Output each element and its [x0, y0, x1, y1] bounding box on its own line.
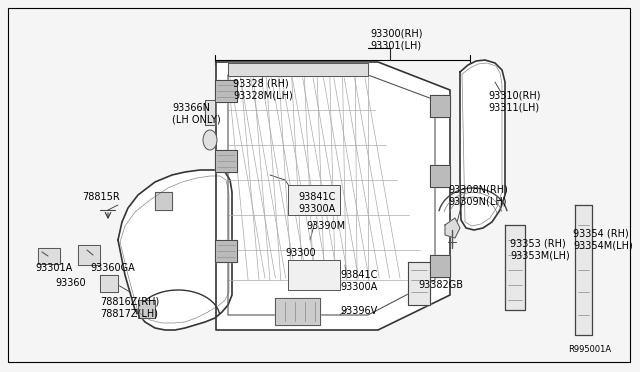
Text: R995001A: R995001A [568, 345, 611, 354]
Text: 93328M(LH): 93328M(LH) [233, 90, 292, 100]
Text: 93360: 93360 [55, 278, 86, 288]
Text: 93354M(LH): 93354M(LH) [573, 240, 633, 250]
Polygon shape [205, 100, 215, 125]
Text: 93353 (RH): 93353 (RH) [510, 238, 566, 248]
Polygon shape [275, 298, 320, 325]
Polygon shape [215, 150, 237, 172]
Polygon shape [430, 165, 450, 187]
Text: 93353M(LH): 93353M(LH) [510, 250, 570, 260]
Polygon shape [38, 248, 60, 264]
Polygon shape [505, 225, 525, 310]
Text: 93301(LH): 93301(LH) [370, 40, 421, 50]
Polygon shape [216, 62, 450, 330]
Text: 78815R: 78815R [82, 192, 120, 202]
Text: 93841C: 93841C [298, 192, 335, 202]
Polygon shape [215, 80, 237, 102]
Polygon shape [138, 300, 155, 318]
Polygon shape [430, 255, 450, 277]
Text: 93390M: 93390M [306, 221, 345, 231]
Polygon shape [78, 245, 100, 265]
Text: 93841C: 93841C [340, 270, 378, 280]
Polygon shape [460, 60, 505, 230]
Text: 93309N(LH): 93309N(LH) [448, 197, 506, 207]
Text: 93300A: 93300A [298, 204, 335, 214]
Text: 93360GA: 93360GA [90, 263, 135, 273]
Text: 93396V: 93396V [340, 306, 377, 316]
Polygon shape [288, 260, 340, 290]
Ellipse shape [203, 130, 217, 150]
Text: 93310(RH): 93310(RH) [488, 90, 541, 100]
Polygon shape [118, 170, 232, 330]
Text: 78817Z(LH): 78817Z(LH) [100, 308, 158, 318]
Polygon shape [445, 218, 460, 238]
Polygon shape [228, 63, 368, 76]
Text: 93354 (RH): 93354 (RH) [573, 228, 628, 238]
Text: 93311(LH): 93311(LH) [488, 102, 539, 112]
Text: 93366N: 93366N [172, 103, 210, 113]
Polygon shape [215, 240, 237, 262]
Polygon shape [430, 95, 450, 117]
Text: 93300A: 93300A [340, 282, 377, 292]
Polygon shape [100, 275, 118, 292]
Polygon shape [155, 192, 172, 210]
Text: 93328 (RH): 93328 (RH) [233, 78, 289, 88]
Text: 93301A: 93301A [35, 263, 72, 273]
Text: (LH ONLY): (LH ONLY) [172, 115, 221, 125]
Text: 78816Z(RH): 78816Z(RH) [100, 296, 159, 306]
Text: 93300(RH): 93300(RH) [370, 28, 422, 38]
Text: 93300: 93300 [285, 248, 316, 258]
Text: 93308N(RH): 93308N(RH) [448, 185, 508, 195]
Polygon shape [575, 205, 592, 335]
Polygon shape [408, 262, 430, 305]
Polygon shape [288, 185, 340, 215]
Text: 93382GB: 93382GB [418, 280, 463, 290]
